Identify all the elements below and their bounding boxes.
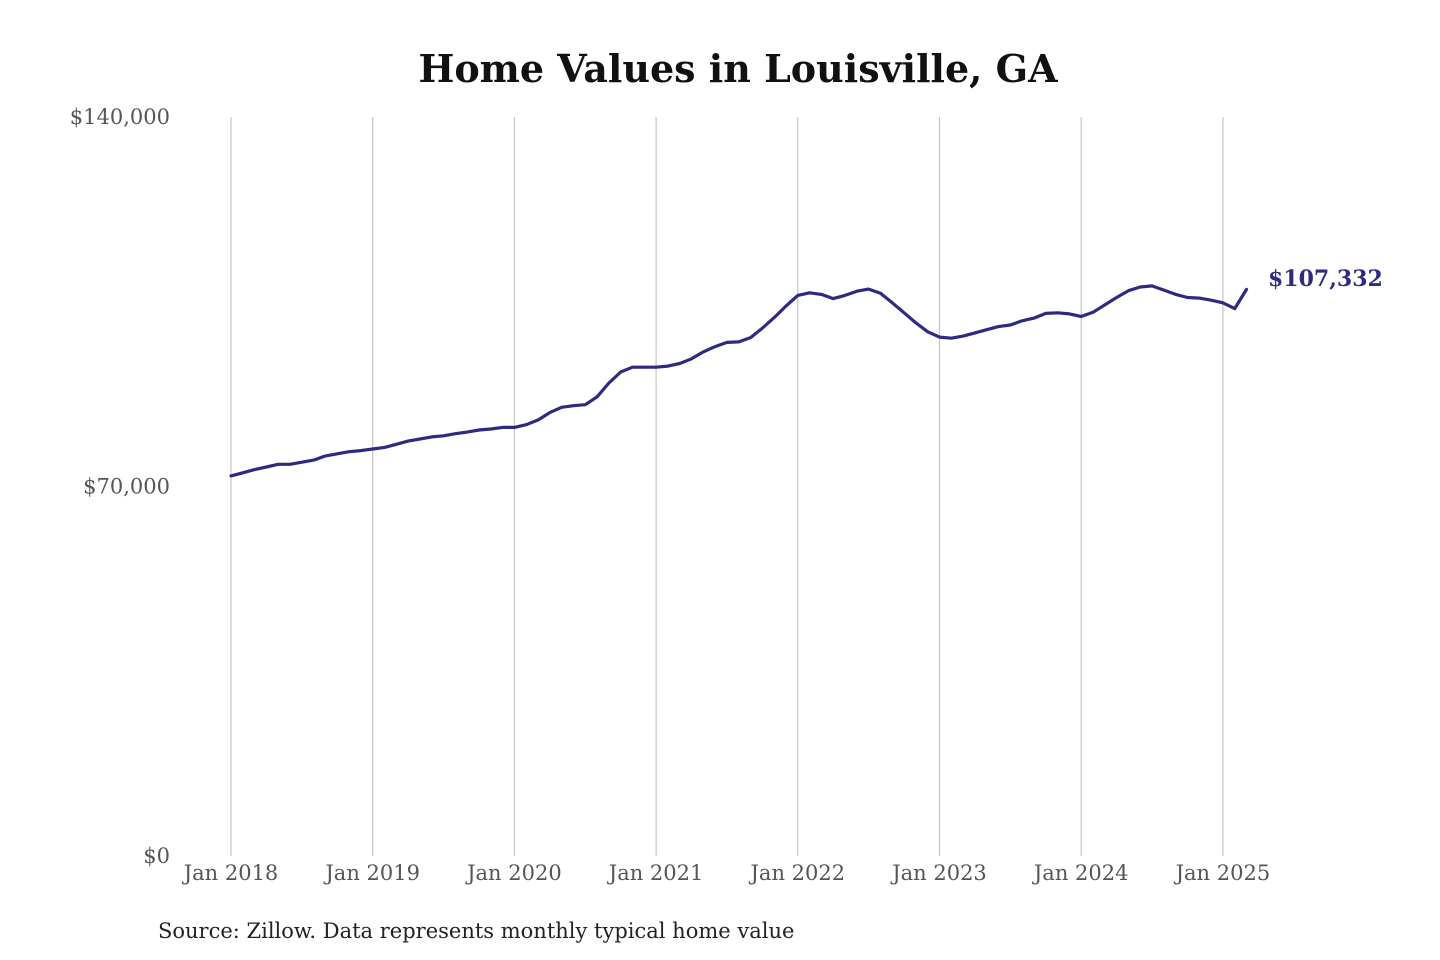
x-tick-label: Jan 2025 [1174,861,1271,885]
x-tick-label: Jan 2020 [465,861,562,885]
y-axis-ticks: $140,000 $70,000 $0 [70,105,170,868]
x-tick-label: Jan 2019 [323,861,420,885]
chart-title: Home Values in Louisville, GA [418,46,1058,91]
x-tick-label: Jan 2024 [1032,861,1129,885]
y-tick-label: $0 [143,844,170,868]
end-value-label: $107,332 [1268,266,1383,292]
x-axis-ticks: Jan 2018 Jan 2019 Jan 2020 Jan 2021 Jan 2022… [182,861,1270,885]
vertical-gridlines [230,117,1224,856]
y-tick-label: $140,000 [70,105,170,129]
source-note: Source: Zillow. Data represents monthly … [158,919,794,943]
x-tick-label: Jan 2023 [890,861,987,885]
x-tick-label: Jan 2021 [607,861,704,885]
y-tick-label: $70,000 [83,475,170,499]
x-tick-label: Jan 2022 [749,861,846,885]
x-tick-label: Jan 2018 [182,861,279,885]
home-value-line [229,284,1249,478]
